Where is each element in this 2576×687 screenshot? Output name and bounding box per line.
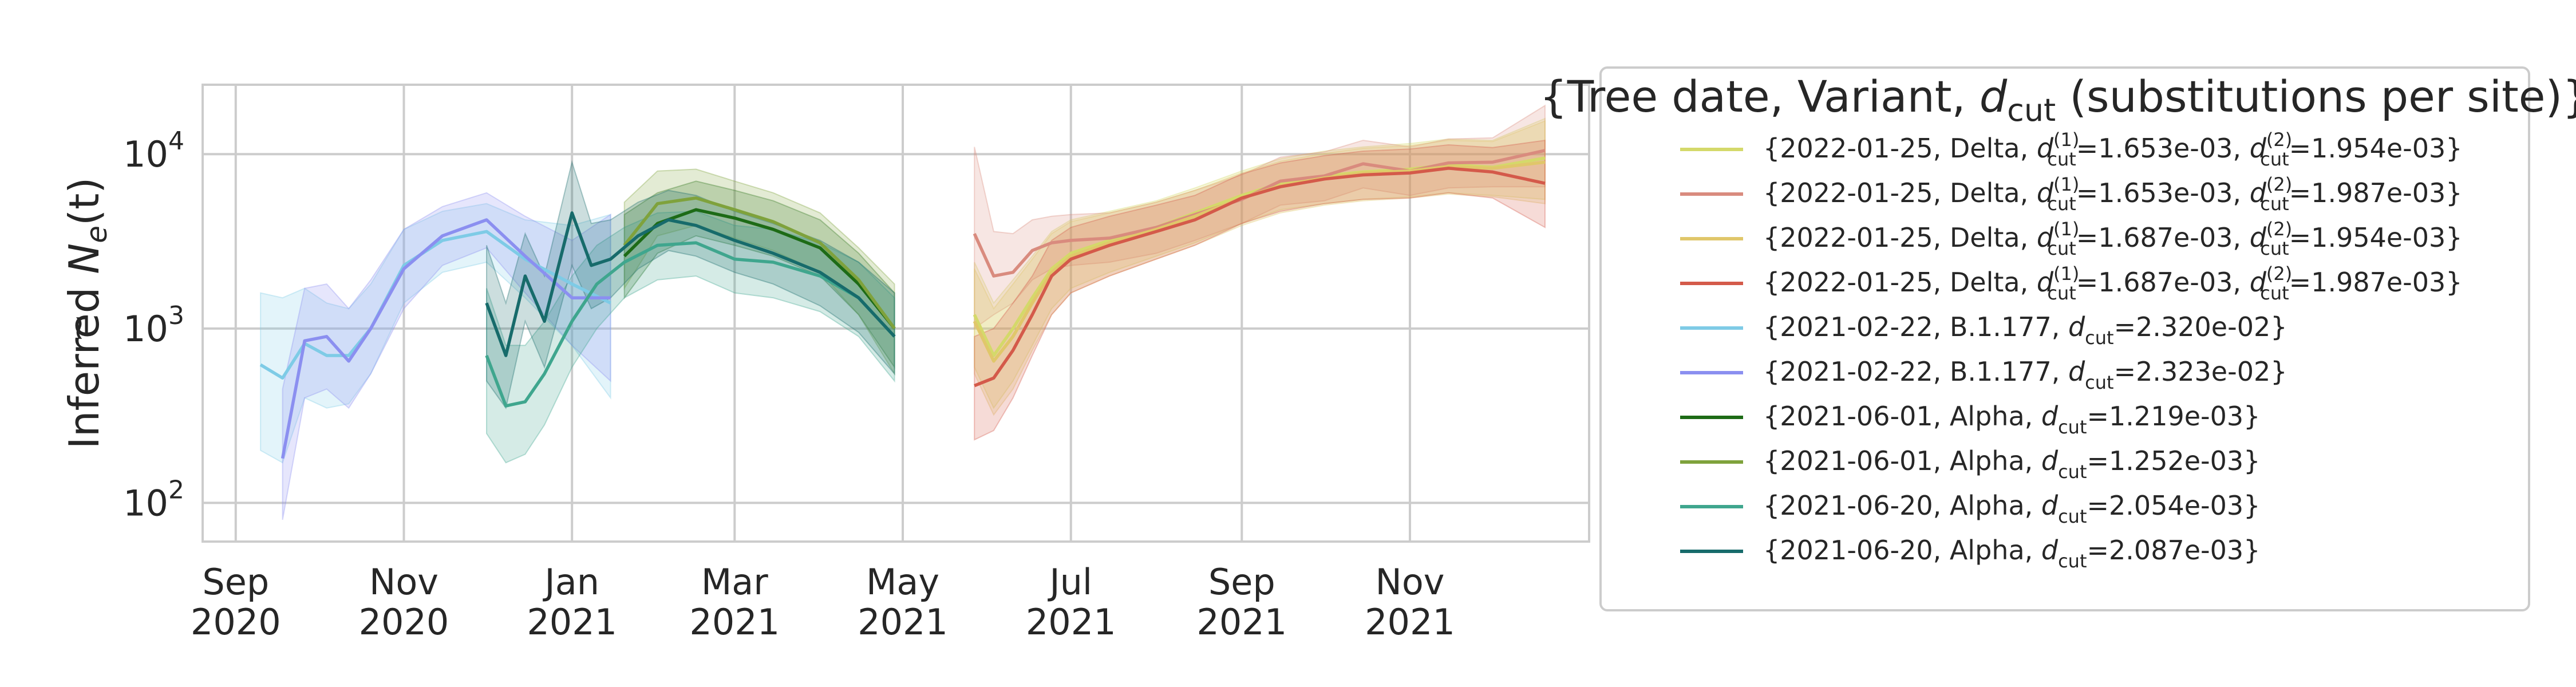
legend-frame [1599,66,2530,611]
legend-label-2: {2022-01-25, Delta, d(1) cut=1.687e-03, d… [1763,218,2463,259]
legend-label-1: {2022-01-25, Delta, d(1) cut=1.653e-03, d… [1763,173,2463,215]
series-band-3 [974,139,1546,441]
svg-text:Inferred Ne(t): Inferred Ne(t) [60,177,113,449]
y-axis-label-prefix: Inferred [60,274,108,449]
legend-label-9: {2021-06-20, Alpha, dcut=2.087e-03} [1763,535,2260,572]
y-tick-label: 102 [123,475,184,524]
legend-entries: {2022-01-25, Delta, d(1) cut=1.653e-03, d… [1680,129,2463,572]
series-line-8 [485,241,896,408]
y-tick-label: 103 [123,301,184,350]
tilde-mark: ~ [58,314,98,342]
legend-title-prefix: {Tree date, Variant, [1539,71,1979,122]
legend-label-4: {2021-02-22, B.1.177, dcut=2.320e-02} [1763,311,2287,349]
x-tick-month: Nov [369,561,438,603]
series-band-9 [486,160,895,410]
confidence-bands [260,104,1546,520]
y-tick-base: 10 [123,482,168,524]
legend: {Tree date, Variant, dcut (substitutions… [1539,66,2576,611]
x-tick-year: 2021 [1196,601,1287,643]
series-line-5 [280,218,611,459]
y-axis-label-sub: e [80,226,113,243]
legend-label-8: {2021-06-20, Alpha, dcut=2.054e-03} [1763,490,2260,527]
y-tick-base: 10 [123,133,168,175]
y-tick-exponent: 3 [168,301,184,330]
series-band-0 [974,117,1546,409]
x-tick-year: 2021 [527,601,617,643]
grid [203,85,1589,542]
series-band-4 [260,203,611,464]
x-tick-month: Nov [1376,561,1445,603]
legend-title-suffix: (substitutions per site)} [2056,71,2576,122]
x-tick-month: Jul [1047,561,1092,603]
legend-label-5: {2021-02-22, B.1.177, dcut=2.323e-02} [1763,356,2287,393]
y-axis-label-symbol: N [60,243,108,274]
x-tick-year: 2021 [858,601,948,643]
y-axis-label-suffix: (t) [60,177,108,226]
x-tick-year: 2021 [1026,601,1116,643]
x-tick-year: 2020 [359,601,449,643]
y-tick-label: 104 [123,127,184,175]
legend-title-symbol: d [1980,71,2008,122]
y-axis-label: Inferred Ne(t) [60,177,113,449]
series-line-2 [973,160,1546,363]
legend-title-sub: cut [2007,92,2056,128]
x-tick-month: May [866,561,939,603]
x-tick-year: 2020 [191,601,281,643]
plot-area [202,84,1590,543]
legend-label-0: {2022-01-25, Delta, d(1) cut=1.653e-03, d… [1763,129,2463,170]
legend-label-7: {2021-06-01, Alpha, dcut=1.252e-03} [1763,445,2260,483]
series-line-3 [974,167,1546,388]
series-lines [259,149,1546,459]
series-line-7 [623,196,896,330]
x-tick-month: Mar [701,561,768,603]
y-tick-base: 10 [123,308,168,350]
legend-title: {Tree date, Variant, dcut (substitutions… [1539,71,2576,128]
x-tick-month: Jan [542,561,599,603]
series-band-2 [974,120,1546,416]
x-tick-year: 2021 [689,601,780,643]
series-band-6 [623,180,895,369]
series-band-5 [282,192,611,520]
series-line-9 [485,211,896,357]
y-tick-exponent: 2 [168,475,184,504]
series-band-7 [623,168,895,376]
x-tick-month: Sep [202,561,269,603]
legend-label-3: {2022-01-25, Delta, d(1) cut=1.687e-03, d… [1763,263,2463,304]
x-tick-year: 2021 [1365,601,1455,643]
x-tick-month: Sep [1208,561,1275,603]
x-axis: Sep2020Nov2020Jan2021Mar2021May2021Jul20… [191,561,1455,643]
legend-label-6: {2021-06-01, Alpha, dcut=1.219e-03} [1763,401,2260,438]
y-tick-exponent: 4 [168,127,184,156]
